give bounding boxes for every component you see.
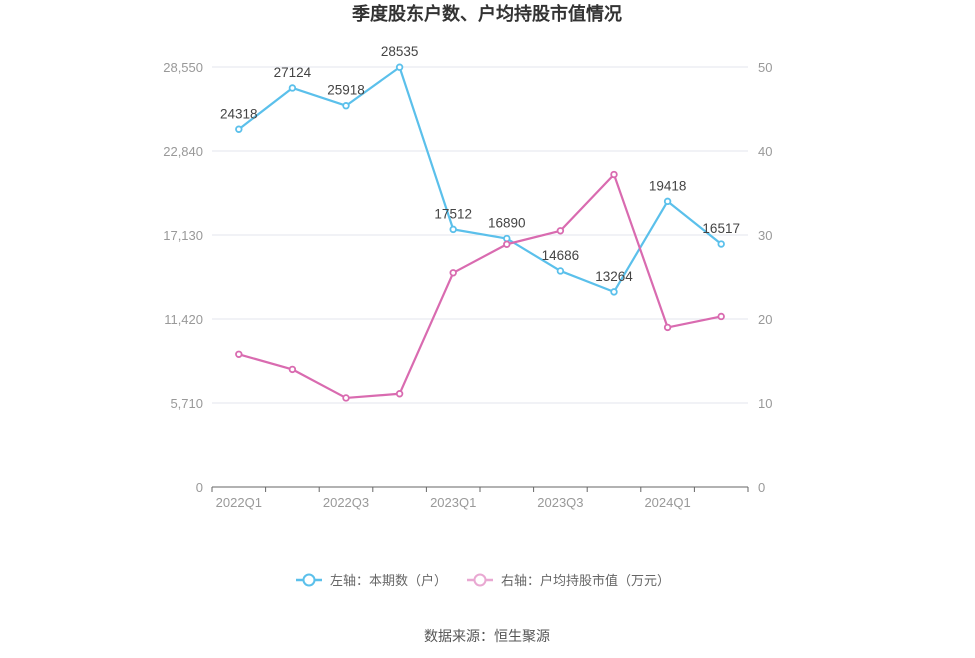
left-tick-label: 17,130: [163, 228, 203, 243]
series-point-0[interactable]: [449, 225, 457, 234]
data-label: 16890: [488, 216, 526, 231]
legend: 左轴：本期数（户） 右轴：户均持股市值（万元）: [296, 573, 670, 589]
left-axis: 0 5,710 11,420 17,130 22,840 28,550: [163, 60, 203, 495]
series-line-1: [238, 173, 722, 400]
left-tick-label: 0: [196, 480, 203, 495]
series-point-0[interactable]: [395, 63, 404, 71]
data-label: 17512: [434, 206, 472, 221]
series-point-1[interactable]: [395, 390, 404, 398]
series-point-0[interactable]: [503, 234, 511, 243]
series-point-1[interactable]: [663, 323, 672, 332]
series-point-0[interactable]: [288, 84, 297, 92]
data-label: 25918: [327, 83, 365, 98]
right-axis: 0 10 20 30 40 50: [758, 60, 772, 495]
series-point-1[interactable]: [235, 350, 243, 358]
chart-title: 季度股东户数、户均持股市值情况: [352, 3, 622, 25]
legend-marker-icon: [302, 573, 316, 587]
legend-label-left: 左轴：本期数（户）: [330, 573, 447, 589]
left-tick-label: 28,550: [163, 60, 203, 75]
right-tick-label: 20: [758, 312, 772, 327]
data-label: 19418: [649, 178, 687, 193]
data-label: 28535: [381, 44, 419, 59]
legend-item-right[interactable]: 右轴：户均持股市值（万元）: [467, 573, 670, 589]
data-label: 13264: [595, 269, 633, 284]
x-tick-label: 2022Q3: [323, 495, 369, 510]
series-point-1[interactable]: [288, 365, 297, 374]
x-tick-label: 2023Q1: [430, 495, 476, 510]
data-label: 27124: [274, 65, 312, 80]
right-tick-label: 30: [758, 228, 772, 243]
left-tick-label: 11,420: [164, 312, 203, 327]
left-tick-label: 5,710: [170, 396, 203, 411]
right-tick-label: 0: [758, 480, 765, 495]
right-tick-label: 50: [758, 60, 772, 75]
series-layer: 24318 27124 25918 28535 17512 16890 14686 13264…: [220, 44, 740, 402]
legend-item-left[interactable]: 左轴：本期数（户）: [296, 573, 447, 589]
x-tick-label: 2023Q3: [537, 495, 583, 510]
series-point-0[interactable]: [717, 240, 725, 248]
source-note: 数据来源：恒生聚源: [424, 629, 550, 645]
right-tick-label: 10: [758, 396, 772, 411]
left-tick-label: 22,840: [163, 144, 203, 159]
x-tick-label: 2024Q1: [644, 495, 690, 510]
series-point-1[interactable]: [503, 240, 511, 248]
series-point-0[interactable]: [663, 197, 672, 206]
series-point-1[interactable]: [342, 394, 350, 402]
series-point-0[interactable]: [556, 267, 565, 275]
legend-marker-icon: [473, 573, 487, 587]
data-label: 24318: [220, 106, 258, 121]
right-tick-label: 40: [758, 144, 772, 159]
series-line-0: [238, 66, 722, 293]
series-point-1[interactable]: [449, 269, 457, 277]
series-point-0[interactable]: [610, 288, 618, 296]
series-point-1[interactable]: [610, 170, 618, 179]
legend-label-right: 右轴：户均持股市值（万元）: [501, 573, 670, 589]
series-point-1[interactable]: [717, 312, 725, 321]
x-axis: 2022Q1 2022Q3 2023Q1 2023Q3 2024Q1: [211, 486, 749, 510]
data-label: 14686: [542, 248, 580, 263]
series-point-1[interactable]: [556, 227, 565, 235]
x-tick-label: 2022Q1: [216, 495, 262, 510]
series-point-0[interactable]: [342, 102, 350, 110]
data-label: 16517: [702, 221, 740, 236]
series-point-0[interactable]: [235, 125, 243, 133]
